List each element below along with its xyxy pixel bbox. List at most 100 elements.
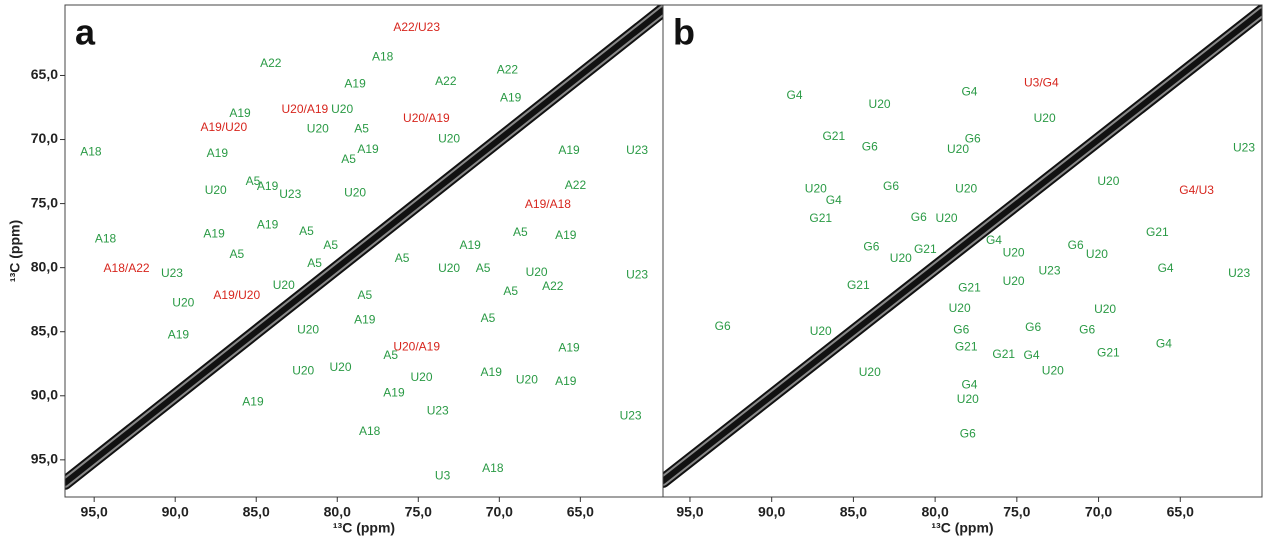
- peak-label: G21: [1097, 346, 1120, 360]
- peak-label: G21: [822, 129, 845, 143]
- peak-label: U20: [1094, 302, 1116, 316]
- y-tick-label: 70,0: [31, 130, 58, 146]
- peak-label: A19: [558, 143, 580, 157]
- peak-label: A22: [565, 178, 587, 192]
- peak-label: U20: [1097, 174, 1119, 188]
- peak-label: A22/U23: [393, 20, 440, 34]
- peak-label: U20/A19: [281, 102, 328, 116]
- peak-label: A19: [344, 77, 366, 91]
- peak-label: A5: [229, 247, 244, 261]
- peak-label: G21: [809, 211, 832, 225]
- peak-label: U20: [438, 132, 460, 146]
- peak-label: U20: [273, 278, 295, 292]
- peak-label: U20: [331, 102, 353, 116]
- x-tick-label: 75,0: [405, 504, 432, 520]
- x-tick-label: 95,0: [81, 504, 108, 520]
- peak-label: A19: [229, 106, 251, 120]
- peak-label: A5: [503, 284, 518, 298]
- peak-label: A19: [555, 228, 577, 242]
- peak-label: A22: [542, 279, 564, 293]
- peak-label: G4: [1156, 337, 1172, 351]
- peak-label: U20: [329, 360, 351, 374]
- x-axis-label: ¹³C (ppm): [931, 520, 993, 536]
- peak-label: U20: [172, 296, 194, 310]
- peak-label: A5: [383, 348, 398, 362]
- peak-label: U23: [620, 408, 642, 422]
- peak-label: U20: [1086, 247, 1108, 261]
- peak-label: A5: [323, 238, 338, 252]
- peak-label: U20/A19: [403, 111, 450, 125]
- peak-label: U20: [516, 373, 538, 387]
- peak-label: A5: [307, 256, 322, 270]
- peak-label: U20: [955, 182, 977, 196]
- peak-label: U20: [805, 182, 827, 196]
- peak-label: G6: [911, 210, 927, 224]
- peak-label: G6: [863, 239, 879, 253]
- peak-label: U23: [626, 268, 648, 282]
- peak-label: A19: [257, 218, 279, 232]
- x-tick-label: 70,0: [486, 504, 513, 520]
- peak-label: U23: [161, 266, 183, 280]
- y-tick-label: 65,0: [31, 66, 58, 82]
- peak-label: G4: [1024, 348, 1040, 362]
- peak-label: U20: [1003, 246, 1025, 260]
- x-tick-label: 75,0: [1003, 504, 1030, 520]
- x-tick-label: 90,0: [162, 504, 189, 520]
- peak-label: G4: [787, 88, 803, 102]
- y-tick-label: 85,0: [31, 322, 58, 338]
- peak-label: A5: [341, 152, 356, 166]
- peak-label: U20: [205, 183, 227, 197]
- peak-label: A19: [459, 238, 481, 252]
- peak-label: U23: [1228, 266, 1250, 280]
- peak-label: U23: [1039, 264, 1061, 278]
- peak-label: A18: [359, 424, 381, 438]
- y-tick-label: 95,0: [31, 451, 58, 467]
- peak-label: A18: [482, 461, 504, 475]
- x-tick-label: 80,0: [921, 504, 948, 520]
- peak-label: G4: [986, 233, 1002, 247]
- peak-label: U20: [957, 392, 979, 406]
- peak-label: U23: [626, 143, 648, 157]
- peak-label: G21: [847, 278, 870, 292]
- y-tick-label: 90,0: [31, 386, 58, 402]
- peak-label: U3: [435, 469, 451, 483]
- peak-label: A19: [168, 328, 190, 342]
- peak-label: U20: [869, 97, 891, 111]
- peak-label: G21: [1146, 225, 1169, 239]
- peak-label: U20: [890, 251, 912, 265]
- x-tick-label: 85,0: [840, 504, 867, 520]
- y-tick-label: 80,0: [31, 258, 58, 274]
- peak-label: U20: [1034, 111, 1056, 125]
- peak-label: U20: [949, 301, 971, 315]
- peak-label: U20: [1003, 274, 1025, 288]
- peak-label: A19: [555, 374, 577, 388]
- peak-label: A19/A18: [525, 197, 571, 211]
- peak-label: U20: [344, 186, 366, 200]
- diagonal-contour: [663, 8, 1262, 484]
- peak-label: U23: [279, 187, 301, 201]
- x-tick-label: 90,0: [758, 504, 785, 520]
- peak-label: U23: [427, 403, 449, 417]
- x-tick-label: 95,0: [676, 504, 703, 520]
- peak-label: G4: [826, 193, 842, 207]
- peak-label: A19: [354, 312, 376, 326]
- peak-label: A19: [242, 394, 264, 408]
- peak-label: U20: [292, 364, 314, 378]
- peak-label: U20: [526, 265, 548, 279]
- peak-label: G6: [1079, 323, 1095, 337]
- peak-label: U20: [297, 323, 319, 337]
- peak-label: U20: [1042, 364, 1064, 378]
- peak-label: G6: [883, 179, 899, 193]
- peak-label: G6: [965, 132, 981, 146]
- x-axis-label: ¹³C (ppm): [333, 520, 395, 536]
- peak-label: A5: [476, 261, 491, 275]
- peak-label: A18: [95, 232, 117, 246]
- peak-label: A19: [481, 365, 503, 379]
- peak-label: G6: [1025, 320, 1041, 334]
- peak-label: A22: [435, 74, 457, 88]
- peak-label: A19/U20: [213, 288, 260, 302]
- x-tick-label: 70,0: [1085, 504, 1112, 520]
- peak-label: A19: [500, 91, 522, 105]
- peak-label: A18: [372, 50, 394, 64]
- peak-label: G21: [914, 242, 937, 256]
